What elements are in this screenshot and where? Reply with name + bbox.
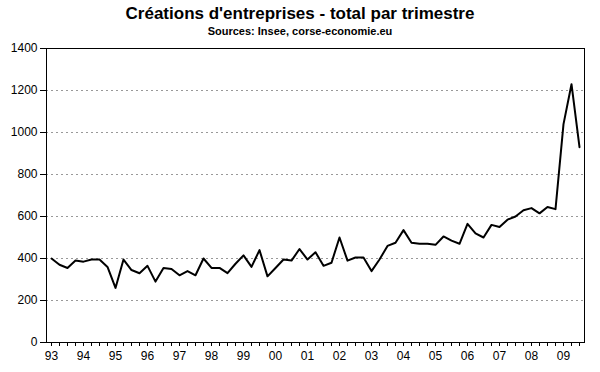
svg-text:00: 00 — [269, 349, 283, 363]
svg-text:01: 01 — [301, 349, 315, 363]
svg-text:800: 800 — [17, 167, 37, 181]
svg-text:04: 04 — [397, 349, 411, 363]
svg-text:94: 94 — [77, 349, 91, 363]
svg-text:200: 200 — [17, 293, 37, 307]
svg-text:1000: 1000 — [11, 125, 38, 139]
svg-text:08: 08 — [525, 349, 539, 363]
svg-text:1400: 1400 — [11, 41, 38, 55]
svg-text:93: 93 — [45, 349, 59, 363]
svg-text:97: 97 — [173, 349, 187, 363]
svg-text:07: 07 — [493, 349, 507, 363]
html-text:Créations d'entreprises - tota: Créations d'entreprises - total par trim… — [125, 4, 475, 23]
svg-text:03: 03 — [365, 349, 379, 363]
svg-text:98: 98 — [205, 349, 219, 363]
html-text:Sources: Insee, corse-economie: Sources: Insee, corse-economie.eu — [207, 25, 393, 37]
svg-text:1200: 1200 — [11, 83, 38, 97]
svg-text:600: 600 — [17, 209, 37, 223]
svg-text:09: 09 — [557, 349, 571, 363]
svg-text:99: 99 — [237, 349, 251, 363]
svg-text:400: 400 — [17, 251, 37, 265]
svg-text:05: 05 — [429, 349, 443, 363]
svg-text:0: 0 — [31, 335, 38, 349]
svg-text:02: 02 — [333, 349, 347, 363]
svg-text:95: 95 — [109, 349, 123, 363]
svg-text:96: 96 — [141, 349, 155, 363]
svg-text:06: 06 — [461, 349, 475, 363]
